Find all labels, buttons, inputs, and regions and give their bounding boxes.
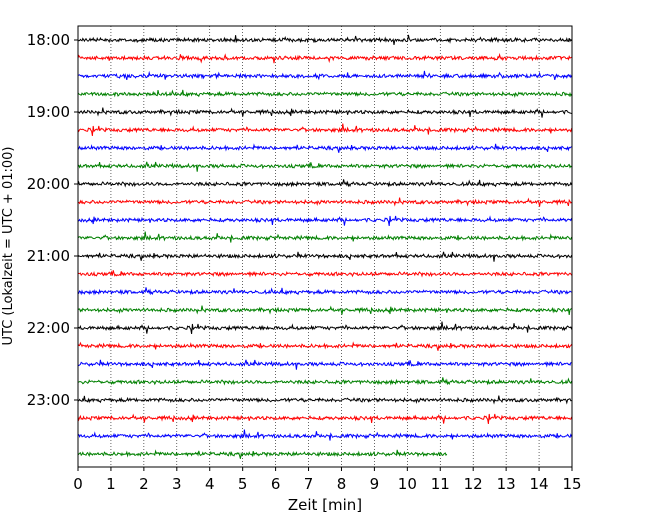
x-axis-ticks: 0 1 2 3 4 5 6 7 8 9 10 11 12 13 14 15 <box>73 467 582 493</box>
trace-2345 <box>77 449 448 459</box>
x-tick-label: 9 <box>370 475 380 493</box>
trace-2015 <box>77 197 572 207</box>
x-axis-label: Zeit [min] <box>288 496 362 514</box>
x-tick-label: 1 <box>106 475 116 493</box>
trace-1930 <box>77 143 572 153</box>
x-tick-label: 5 <box>238 475 248 493</box>
trace-2245 <box>77 377 573 386</box>
trace-2300 <box>77 395 572 405</box>
y-tick-label: 19:00 <box>27 103 70 121</box>
y-axis-label: UTC (Lokalzeit = UTC + 01:00) <box>1 147 16 346</box>
x-tick-label: 6 <box>271 475 281 493</box>
y-axis-ticks: 18:00 19:00 20:00 21:00 22:00 23:00 <box>27 31 78 409</box>
x-tick-label: 15 <box>562 475 581 493</box>
x-tick-label: 2 <box>139 475 149 493</box>
y-tick-label: 21:00 <box>27 247 70 265</box>
trace-1830 <box>77 70 573 81</box>
trace-2145 <box>77 305 572 315</box>
trace-1900 <box>77 107 572 118</box>
x-tick-label: 14 <box>530 475 549 493</box>
trace-2030 <box>77 215 573 226</box>
y-tick-label: 23:00 <box>27 391 70 409</box>
y-tick-label: 20:00 <box>27 175 70 193</box>
trace-2045 <box>77 231 573 243</box>
trace-2100 <box>77 251 573 262</box>
x-tick-label: 8 <box>337 475 347 493</box>
y-tick-label: 18:00 <box>27 31 70 49</box>
trace-2200 <box>77 321 573 334</box>
trace-2315 <box>77 413 573 424</box>
trace-2115 <box>77 270 573 278</box>
trace-1800 <box>77 34 573 45</box>
trace-1915 <box>77 123 573 136</box>
trace-1815 <box>77 52 572 64</box>
trace-2215 <box>77 341 573 351</box>
x-tick-label: 12 <box>464 475 483 493</box>
plot-frame <box>77 25 573 468</box>
trace-1945 <box>77 161 572 172</box>
trace-2230 <box>77 359 572 370</box>
trace-2000 <box>77 179 573 188</box>
trace-2130 <box>77 287 572 296</box>
x-tick-label: 0 <box>73 475 83 493</box>
trace-2330 <box>77 429 573 441</box>
y-tick-label: 22:00 <box>27 319 70 337</box>
x-tick-label: 3 <box>172 475 182 493</box>
traces <box>77 34 573 459</box>
x-tick-label: 10 <box>398 475 417 493</box>
x-tick-label: 7 <box>304 475 314 493</box>
x-tick-label: 4 <box>205 475 215 493</box>
x-tick-label: 13 <box>497 475 516 493</box>
x-tick-label: 11 <box>431 475 450 493</box>
trace-1845 <box>77 89 573 98</box>
